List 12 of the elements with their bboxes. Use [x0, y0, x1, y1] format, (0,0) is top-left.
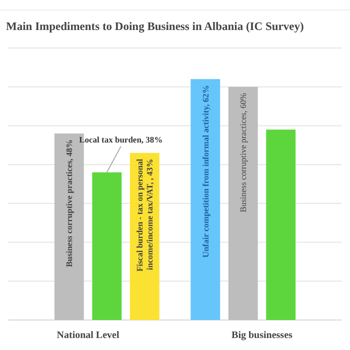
data-label: Fiscal burden - tax on personal income/income tax/VAT, , 43%	[134, 158, 154, 272]
data-label: Business corruptive practices, 60%	[238, 92, 248, 212]
bar	[190, 79, 220, 320]
data-label: Unfair competition from informal activity, 62%	[200, 85, 210, 258]
bar	[228, 86, 258, 320]
bar	[266, 130, 296, 320]
x-tick-label: Big businesses	[232, 330, 293, 341]
chart-title: Main Impediments to Doing Business in Albania (IC Survey)	[6, 21, 304, 33]
bar	[92, 172, 122, 320]
data-label: Business corruptive practices, 48%	[64, 139, 74, 267]
data-label: Local tax burden, 38%	[79, 134, 163, 144]
x-tick-label: National Level	[56, 330, 120, 341]
